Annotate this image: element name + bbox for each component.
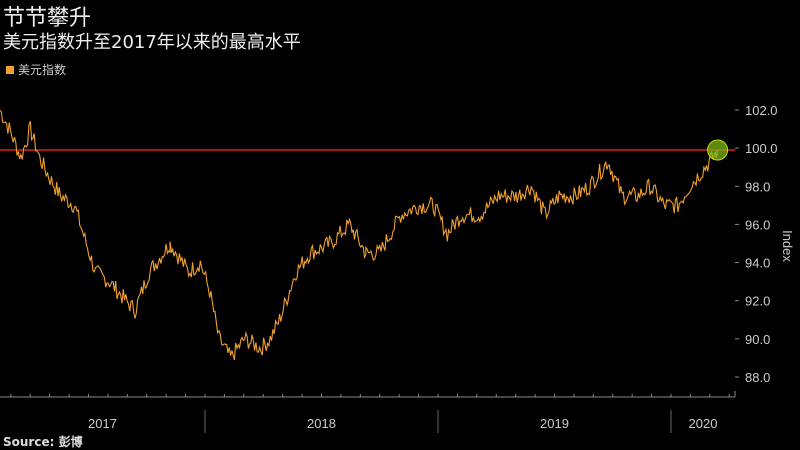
x-tick-label: 2019 xyxy=(540,416,569,431)
y-axis-label: Index xyxy=(780,230,795,262)
legend: 美元指数 xyxy=(6,61,66,78)
y-tick-label: 90.0 xyxy=(745,332,770,347)
y-tick-label: 102.0 xyxy=(745,103,778,118)
y-tick-label: 96.0 xyxy=(745,217,770,232)
y-tick-label: 94.0 xyxy=(745,256,770,271)
y-tick-label: 88.0 xyxy=(745,370,770,385)
chart-title: 节节攀升 xyxy=(3,6,92,31)
y-tick-label: 100.0 xyxy=(745,141,778,156)
y-tick-label: 98.0 xyxy=(745,179,770,194)
chart-subtitle: 美元指数升至2017年以来的最高水平 xyxy=(3,32,301,53)
x-tick-label: 2018 xyxy=(307,416,336,431)
highlight-marker xyxy=(707,139,729,161)
legend-label: 美元指数 xyxy=(18,63,67,77)
series-line-dollar-index xyxy=(0,109,719,361)
x-tick-label: 2020 xyxy=(689,416,718,431)
y-tick-label: 92.0 xyxy=(745,294,770,309)
x-tick-label: 2017 xyxy=(88,416,117,431)
legend-swatch xyxy=(6,65,14,74)
source-note: Source: 彭博 xyxy=(3,435,83,449)
